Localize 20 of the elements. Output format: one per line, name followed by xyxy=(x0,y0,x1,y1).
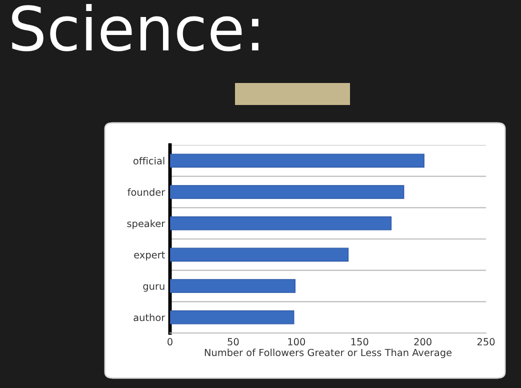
bar xyxy=(170,279,296,293)
bar xyxy=(170,248,349,262)
bar xyxy=(170,216,392,230)
x-tick-label: 150 xyxy=(351,338,368,346)
bar xyxy=(170,154,424,168)
x-tick-label: 250 xyxy=(477,338,495,346)
chart-title: Science: xyxy=(12,4,258,52)
bar xyxy=(170,185,404,199)
x-tick-label: 200 xyxy=(414,338,432,346)
y-tick-label: speaker xyxy=(127,220,166,230)
y-tick-label: official xyxy=(133,156,164,164)
y-tick-label: author xyxy=(134,314,166,322)
x-tick-label: 0 xyxy=(168,338,172,346)
x-tick-label: 50 xyxy=(228,338,239,346)
y-tick-label: expert xyxy=(134,252,165,260)
x-axis-title: Number of Followers Greater or Less Than Average xyxy=(204,348,452,358)
y-tick-label: guru xyxy=(143,284,164,292)
y-tick-label: founder xyxy=(128,188,166,196)
bar xyxy=(170,310,294,324)
x-tick-label: 100 xyxy=(288,338,306,346)
